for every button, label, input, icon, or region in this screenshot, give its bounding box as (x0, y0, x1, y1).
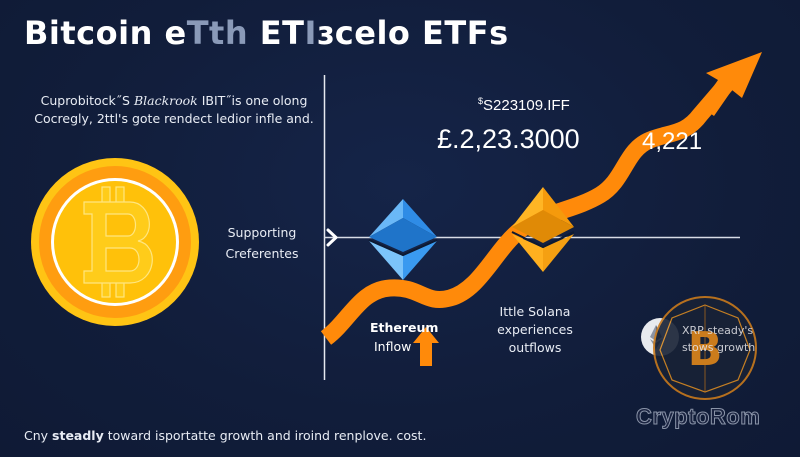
trend-arrow-head-icon (700, 52, 762, 116)
bitcoin-coin-icon (31, 158, 199, 326)
title-part: ET (248, 14, 305, 52)
solana-label-line: Ittle Solana (499, 304, 571, 319)
arrow-up-icon (413, 327, 439, 366)
supporting-label: Supporting Creferentes (222, 222, 302, 264)
value-big: £.2,23.3000 (437, 124, 580, 154)
footer-bold-text: steadly (52, 428, 104, 443)
title-part-dim: Tth (186, 14, 249, 52)
description-text: Cocregly, 2ttl's gote rendect ledior inf… (34, 111, 314, 126)
ethereum-diamond-icon (368, 199, 438, 280)
solana-label-line: outflows (508, 340, 562, 355)
title-part: Bitcoin e (24, 14, 187, 52)
supporting-label-line: Supporting (227, 225, 297, 240)
title-part-dim: I (304, 14, 317, 52)
bitcoin-network-badge-icon: B (653, 296, 757, 400)
footer-text: toward isportatte growth and iroind renp… (103, 428, 427, 443)
value-peak: 4,221 (642, 128, 703, 155)
value-small-sup: $ (478, 96, 484, 106)
page-title: Bitcoin eTth ETIɜcelo ETFs (24, 14, 509, 52)
inflow-label-line: Inflow (374, 339, 412, 354)
solana-outflow-label: Ittle Solana experiences outflows (490, 303, 580, 357)
description: Cuprobitock˝S Blackrook IBIT˝is one olon… (24, 92, 324, 128)
supporting-label-line: Creferentes (225, 246, 299, 261)
ethereum-gold-diamond-icon (511, 187, 575, 272)
description-script-text: Blackrook (133, 93, 198, 108)
svg-text:B: B (687, 322, 722, 376)
xrp-growth-label: XRP steady's stows growth (682, 322, 778, 356)
value-small-text: S223109.IFF (483, 97, 570, 114)
footer-caption: Cny steadly toward isportatte growth and… (24, 428, 426, 443)
xrp-label-line: XRP steady's (682, 324, 754, 337)
brand-logo-text: CryptoRom (635, 404, 761, 430)
ethereum-inflow-label: Ethereum Inflow (356, 318, 446, 356)
footer-text: Cny (24, 428, 53, 443)
solana-label-line: experiences (497, 322, 573, 337)
chevron-right-icon (326, 228, 338, 247)
description-text: Cuprobitock˝S (40, 93, 134, 108)
xrp-label-line: stows growth (682, 341, 756, 354)
value-small: $S223109.IFF (478, 96, 570, 114)
ethereum-label-line: Ethereum (370, 320, 439, 335)
title-part: ɜcelo ETFs (316, 14, 509, 52)
description-text: IBIT˝is one olong (197, 93, 308, 108)
